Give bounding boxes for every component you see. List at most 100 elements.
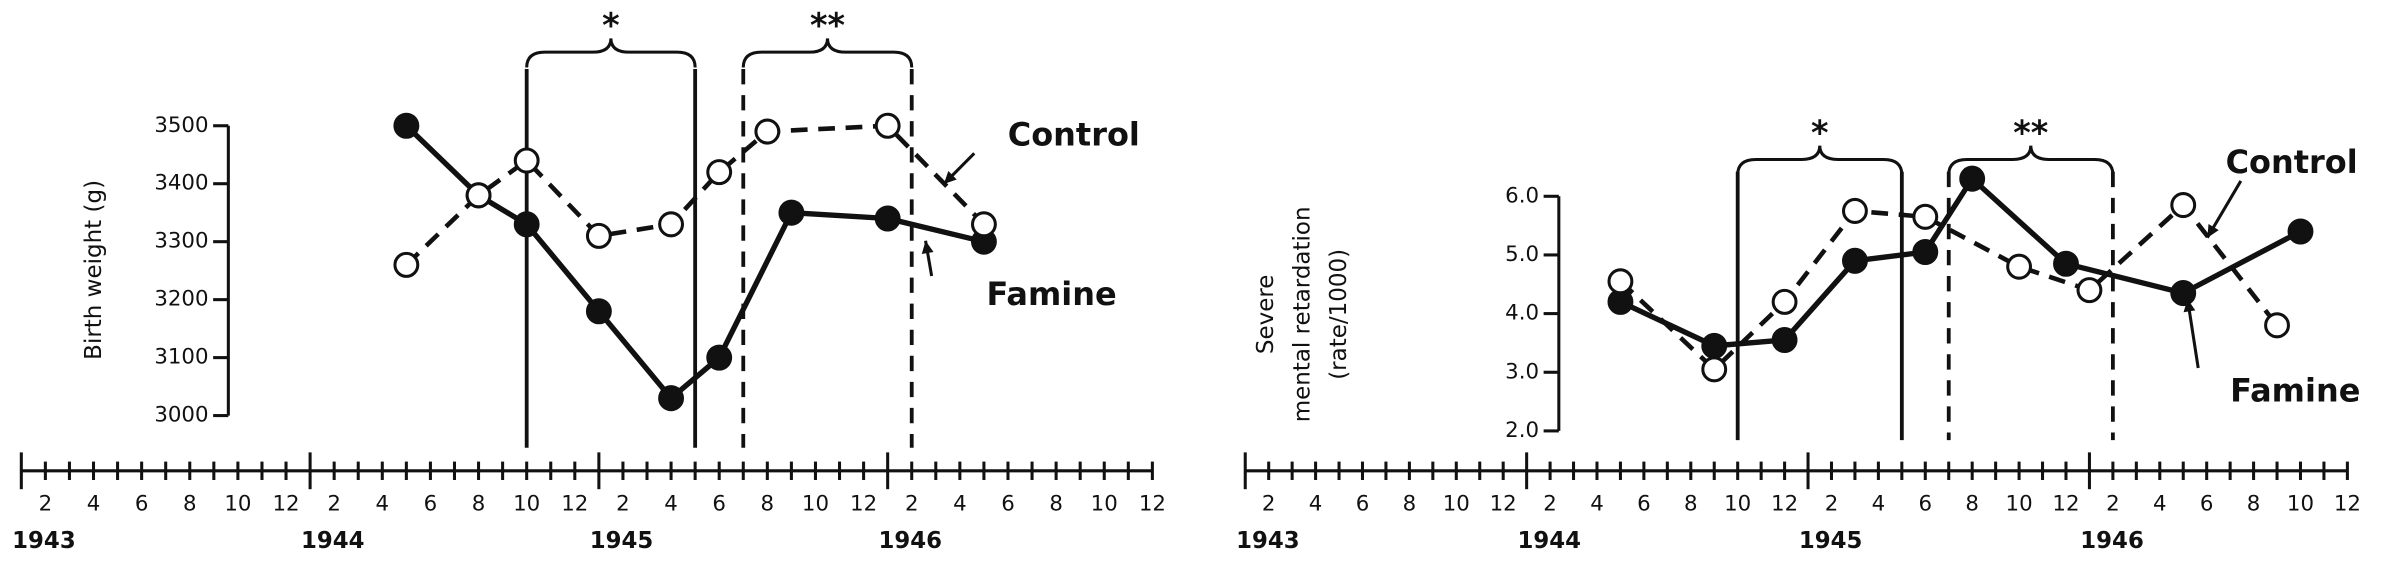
x-tick-label: 8 <box>1965 491 1979 516</box>
x-tick-label: 2 <box>39 491 53 516</box>
y-tick-label: 3100 <box>154 345 208 370</box>
arrow-head <box>2183 299 2196 313</box>
data-point <box>754 118 781 145</box>
x-tick-label: 2 <box>1825 491 1839 516</box>
data-point <box>1771 326 1798 354</box>
x-tick-label: 2 <box>1262 491 1276 516</box>
y-tick-label: 5.0 <box>1505 242 1539 267</box>
period-brace <box>741 38 914 68</box>
series-line <box>1619 174 2302 349</box>
data-point <box>1912 203 1939 230</box>
year-label: 1946 <box>879 528 943 554</box>
year-label: 1946 <box>2080 528 2144 554</box>
period-label: ** <box>2013 113 2048 152</box>
period-brace <box>1736 145 1904 175</box>
year-label: 1943 <box>1236 528 1300 554</box>
arrow-head <box>943 170 957 185</box>
x-tick-label: 10 <box>802 491 829 516</box>
data-point <box>1912 238 1939 266</box>
y-axis-label: Severe <box>1253 275 1279 355</box>
panel: 2.0 3.0 4.0 5.0 6.0 Severe mental retardation (… <box>1236 113 2361 554</box>
data-point <box>658 385 685 412</box>
x-tick-label: 2 <box>327 491 341 516</box>
data-point <box>2287 218 2314 245</box>
series-label: Famine <box>2230 371 2360 409</box>
data-point <box>585 222 612 249</box>
x-tick-label: 10 <box>513 491 540 516</box>
x-tick-label: 12 <box>2052 491 2079 516</box>
data-point <box>393 112 420 139</box>
y-tick-label: 3400 <box>154 171 208 196</box>
data-point <box>1841 247 1868 274</box>
data-point <box>2053 250 2079 277</box>
x-tick-label: 8 <box>1049 491 1063 516</box>
x-tick-label: 8 <box>2247 491 2261 516</box>
y-tick-label: 3500 <box>154 113 208 138</box>
y-tick-label: 3200 <box>154 287 208 312</box>
x-tick-label: 10 <box>224 491 251 516</box>
year-label: 1945 <box>590 528 654 554</box>
x-tick-label: 12 <box>1490 491 1517 516</box>
x-tick-label: 12 <box>2334 491 2361 516</box>
x-tick-label: 10 <box>1724 491 1751 516</box>
x-tick-label: 6 <box>1919 491 1933 516</box>
x-tick-label: 2 <box>1543 491 1557 516</box>
data-point <box>1841 197 1868 224</box>
period-label: ** <box>810 6 845 45</box>
y-axis-label: Birth weight (g) <box>81 180 107 360</box>
x-tick-label: 4 <box>87 491 101 516</box>
data-point <box>874 205 901 232</box>
year-label: 1944 <box>301 528 365 554</box>
x-tick-label: 12 <box>272 491 299 516</box>
data-point <box>1959 165 1986 192</box>
data-point <box>778 199 805 226</box>
period-label: * <box>1811 113 1829 152</box>
series-label: Control <box>1008 115 1140 153</box>
x-tick-label: 4 <box>1590 491 1604 516</box>
y-tick-label: 4.0 <box>1505 301 1539 326</box>
x-tick-label: 4 <box>953 491 967 516</box>
data-point <box>465 182 492 209</box>
data-point <box>2170 280 2197 307</box>
x-tick-label: 4 <box>1309 491 1323 516</box>
data-point <box>513 211 540 238</box>
x-tick-label: 10 <box>2287 491 2314 516</box>
x-tick-label: 2 <box>905 491 919 516</box>
data-point <box>2170 192 2197 219</box>
x-tick-label: 6 <box>135 491 149 516</box>
year-label: 1944 <box>1518 528 1582 554</box>
x-tick-label: 8 <box>1403 491 1417 516</box>
period-brace <box>1947 145 2115 175</box>
data-point <box>2076 277 2103 304</box>
x-tick-label: 12 <box>1771 491 1798 516</box>
x-tick-label: 8 <box>761 491 775 516</box>
data-point <box>658 211 685 238</box>
x-tick-label: 4 <box>1872 491 1886 516</box>
y-tick-label: 3300 <box>154 229 208 254</box>
data-point <box>1771 288 1798 315</box>
x-tick-label: 12 <box>850 491 877 516</box>
arrow-head <box>921 240 934 255</box>
period-brace <box>525 38 697 68</box>
y-axis-label: (rate/1000) <box>1326 249 1352 380</box>
y-tick-label: 3000 <box>154 403 208 428</box>
x-tick-label: 4 <box>664 491 678 516</box>
x-tick-label: 4 <box>2153 491 2167 516</box>
x-tick-label: 6 <box>1637 491 1651 516</box>
x-tick-label: 8 <box>472 491 486 516</box>
data-point <box>706 159 733 186</box>
y-tick-label: 3.0 <box>1505 359 1539 384</box>
series-label: Control <box>2226 143 2358 181</box>
x-tick-label: 12 <box>1139 491 1166 516</box>
x-tick-label: 12 <box>561 491 588 516</box>
x-tick-label: 6 <box>712 491 726 516</box>
series-label: Famine <box>986 275 1116 313</box>
data-point <box>874 112 901 139</box>
period-label: * <box>602 6 620 45</box>
x-tick-label: 10 <box>1091 491 1118 516</box>
x-tick-label: 6 <box>1001 491 1015 516</box>
year-label: 1945 <box>1799 528 1863 554</box>
x-tick-label: 6 <box>2200 491 2214 516</box>
x-tick-label: 2 <box>2106 491 2120 516</box>
